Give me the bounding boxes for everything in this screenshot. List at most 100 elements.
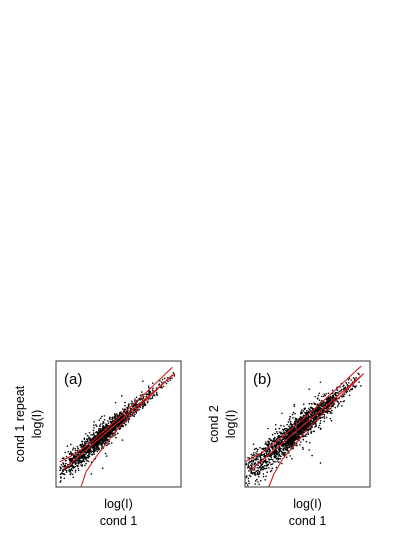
scatter-point <box>282 452 285 454</box>
scatter-point <box>307 417 309 419</box>
scatter-point <box>286 444 288 446</box>
scatter-point <box>309 427 312 430</box>
scatter-point <box>274 428 277 430</box>
scatter-point <box>254 472 257 474</box>
scatter-point <box>65 459 67 462</box>
scatter-point <box>106 438 109 441</box>
scatter-point <box>285 440 287 443</box>
scatter-point <box>114 425 117 428</box>
scatter-point <box>302 426 304 429</box>
scatter-point <box>323 415 325 418</box>
scatter-point <box>265 464 268 467</box>
scatter-point <box>339 386 341 388</box>
scatter-point <box>103 438 105 441</box>
scatter-point <box>80 461 82 464</box>
scatter-point <box>97 433 100 435</box>
scatter-point <box>68 468 71 471</box>
scatter-point <box>87 449 89 452</box>
scatter-point <box>141 393 143 396</box>
scatter-point <box>330 412 333 414</box>
scatter-point <box>260 467 263 469</box>
scatter-point <box>262 473 265 475</box>
scatter-point <box>305 424 307 427</box>
scatter-point <box>315 424 318 427</box>
scatter-point <box>264 458 267 461</box>
scatter-point <box>291 437 293 440</box>
scatter-point <box>318 392 320 395</box>
scatter-point <box>331 409 333 412</box>
scatter-point <box>118 414 121 417</box>
scatter-point <box>279 457 282 460</box>
scatter-point <box>96 442 99 444</box>
scatter-point <box>132 414 134 417</box>
scatter-point <box>293 441 296 444</box>
scatter-point <box>291 442 293 444</box>
scatter-point <box>281 412 283 415</box>
scatter-point <box>91 437 94 440</box>
scatter-point <box>302 403 305 406</box>
scatter-point <box>71 473 74 476</box>
scatter-point <box>264 478 266 481</box>
scatter-point <box>291 413 294 416</box>
scatter-point <box>303 414 306 417</box>
scatter-point <box>74 461 76 464</box>
scatter-point <box>251 464 253 466</box>
scatter-point <box>265 443 268 445</box>
scatter-point <box>142 397 144 400</box>
scatter-point <box>91 453 94 455</box>
scatter-point <box>265 452 268 454</box>
scatter-point <box>101 415 103 418</box>
scatter-point <box>96 450 98 453</box>
scatter-point <box>280 424 282 427</box>
scatter-point <box>271 467 274 470</box>
scatter-point <box>135 396 138 398</box>
fit-line <box>249 373 365 472</box>
scatter-point <box>289 433 292 435</box>
y-axis-label: cond 1 repeat <box>13 385 27 462</box>
scatter-point <box>352 385 355 388</box>
scatter-point <box>275 431 278 433</box>
scatter-point <box>259 462 262 465</box>
scatter-point <box>248 462 250 464</box>
scatter-point <box>61 457 64 460</box>
scatter-point <box>108 442 110 445</box>
scatter-point <box>307 433 310 436</box>
scatter-point <box>267 450 269 452</box>
scatter-point <box>130 400 133 403</box>
scatter-point <box>95 425 98 427</box>
scatter-point <box>273 454 276 456</box>
scatter-point <box>255 457 257 460</box>
scatter-point <box>124 412 127 415</box>
scatter-point <box>330 405 333 408</box>
scatter-panel-b: (b) log(I) cond 1 cond 2 log(I) <box>207 360 371 528</box>
scatter-point <box>284 445 287 447</box>
scatter-point <box>290 445 292 448</box>
scatter-point <box>307 432 309 434</box>
scatter-point <box>84 451 87 454</box>
scatter-point <box>119 418 121 420</box>
scatter-point <box>83 460 86 463</box>
scatter-point <box>82 458 85 461</box>
scatter-point <box>278 431 281 433</box>
scatter-point <box>323 409 325 411</box>
scatter-point <box>289 421 292 423</box>
scatter-point <box>294 437 297 439</box>
scatter-point <box>151 389 154 392</box>
scatter-point <box>91 434 94 436</box>
scatter-point <box>86 456 88 459</box>
scatter-point <box>357 372 359 375</box>
scatter-point <box>247 477 250 480</box>
scatter-point <box>101 428 103 430</box>
scatter-point <box>65 471 68 473</box>
scatter-point <box>70 469 72 471</box>
scatter-point <box>136 409 139 412</box>
scatter-point <box>285 446 288 449</box>
scatter-point <box>128 403 130 405</box>
scatter-point <box>133 415 135 418</box>
scatter-point <box>309 421 311 424</box>
scatter-point <box>152 387 154 390</box>
scatter-point <box>301 422 303 425</box>
scatter-point <box>299 444 301 446</box>
scatter-point <box>340 390 342 392</box>
scatter-point <box>71 466 74 469</box>
